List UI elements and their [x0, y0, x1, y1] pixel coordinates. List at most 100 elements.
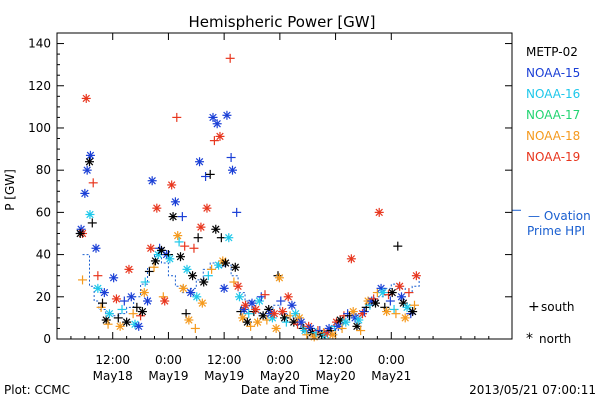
plot-frame [56, 32, 513, 340]
data-point-noaa-19-north [283, 292, 293, 302]
data-point-noaa-16-north [182, 264, 192, 274]
north-marker-symbol: * [526, 331, 533, 347]
data-point-noaa-15-north [247, 298, 257, 308]
data-point-noaa-16-north [378, 288, 388, 298]
data-point-noaa-15-north [85, 150, 95, 160]
data-point-noaa-18-north [178, 283, 188, 293]
y-tick-label: 20 [36, 290, 51, 304]
data-point-metp-02-north [176, 252, 185, 262]
legend-item-noaa-17: NOAA-17 [526, 108, 580, 122]
legend-item-noaa-18: NOAA-18 [526, 129, 580, 143]
data-point-metp-02-north [230, 262, 240, 272]
data-point-metp-02-north [280, 313, 289, 323]
data-point-noaa-18-south [229, 277, 239, 287]
data-point-noaa-18-south [356, 326, 366, 336]
data-point-noaa-16-north [93, 283, 103, 293]
legend: METP-02 NOAA-15 NOAA-16 NOAA-17 NOAA-18 NOAA-… [526, 45, 580, 164]
data-point-noaa-19-north [241, 300, 250, 310]
data-point-noaa-16-north [224, 233, 234, 243]
data-point-noaa-16-north [354, 315, 364, 325]
data-point-noaa-18-north [274, 273, 284, 283]
data-point-noaa-15-north [170, 197, 180, 207]
data-point-noaa-16-north [85, 209, 95, 219]
data-point-noaa-19-north [196, 222, 206, 232]
x-tick-label-date: May18 [93, 369, 133, 383]
data-point-noaa-18-south [128, 309, 138, 319]
x-axis-label: Date and Time [241, 383, 329, 397]
data-point-noaa-19-north [152, 203, 162, 213]
data-point-noaa-19-north [146, 243, 156, 253]
x-tick-label-time: 0:00 [378, 353, 405, 367]
data-point-noaa-15-south [385, 296, 395, 306]
data-point-metp-02-south [361, 302, 371, 312]
data-point-noaa-16-south [140, 277, 150, 287]
data-point-metp-02-north [75, 228, 85, 238]
data-point-noaa-18-south [391, 309, 401, 319]
data-point-noaa-16-north [192, 292, 202, 302]
data-point-noaa-19-south [225, 53, 235, 63]
chart-title: Hemispheric Power [GW] [189, 13, 376, 31]
data-point-noaa-18-south [96, 302, 106, 312]
legend-item-noaa-15: NOAA-15 [526, 66, 580, 80]
data-point-noaa-19-north [346, 254, 356, 264]
data-point-noaa-16-north [402, 302, 412, 312]
data-point-noaa-15-north [239, 304, 249, 314]
data-point-noaa-18-south [207, 264, 217, 274]
data-point-noaa-15-north [126, 292, 136, 302]
data-point-noaa-19-north [160, 296, 170, 306]
data-point-noaa-18-north [139, 288, 149, 298]
data-points [75, 53, 421, 342]
data-point-metp-02-south [205, 169, 215, 179]
data-point-noaa-19-north [269, 309, 279, 319]
data-point-noaa-19-south [209, 136, 219, 146]
data-point-noaa-19-north [124, 264, 134, 274]
data-point-noaa-15-north [91, 243, 101, 253]
data-point-noaa-19-south [180, 241, 190, 251]
y-tick-label: 80 [36, 163, 51, 177]
data-point-noaa-19-north [202, 203, 212, 213]
data-point-noaa-15-south [226, 153, 236, 163]
data-point-noaa-15-north [80, 188, 90, 198]
data-point-noaa-19-south [404, 288, 414, 298]
x-tick-label-date: May21 [371, 369, 411, 383]
data-point-noaa-16-south [117, 304, 127, 314]
data-point-noaa-16-south [203, 271, 213, 281]
y-tick-label: 60 [36, 205, 51, 219]
north-label: north [539, 332, 571, 346]
data-point-noaa-15-north [99, 288, 109, 298]
y-tick-label: 40 [36, 248, 51, 262]
x-tick-label-time: 0:00 [266, 353, 293, 367]
x-tick-label-date: May20 [316, 369, 356, 383]
x-axis: 12:00 May18 0:00 May19 12:00 May19 0:00 May20 12… [70, 33, 490, 383]
data-point-metp-02-north [258, 311, 268, 321]
data-point-noaa-19-south [293, 319, 302, 329]
south-label: south [541, 300, 575, 314]
data-point-noaa-18-north [382, 307, 392, 317]
data-point-noaa-15-south [201, 172, 211, 182]
data-point-noaa-16-south [244, 309, 254, 319]
south-marker-symbol: + [528, 299, 540, 315]
data-point-noaa-15-north [109, 273, 119, 283]
data-point-metp-02-south [113, 313, 123, 323]
data-point-metp-02-south [144, 266, 154, 276]
x-tick-label-date: May19 [204, 369, 244, 383]
data-point-metp-02-south [393, 241, 403, 251]
data-point-noaa-19-south [172, 112, 182, 122]
data-point-metp-02-north [188, 271, 198, 281]
data-point-noaa-16-north [165, 254, 175, 264]
data-point-noaa-19-south [93, 271, 103, 281]
data-point-metp-02-north [371, 298, 380, 308]
data-point-metp-02-north [156, 245, 166, 255]
x-tick-label-time: 12:00 [318, 353, 353, 367]
data-point-metp-02-north [137, 307, 147, 317]
data-point-noaa-15-north [208, 112, 218, 122]
data-point-noaa-15-south [119, 296, 129, 306]
data-point-metp-02-south [98, 298, 107, 308]
data-point-noaa-15-north [228, 165, 237, 175]
data-point-noaa-18-north [197, 298, 207, 308]
y-tick-label: 140 [28, 37, 51, 51]
data-point-noaa-15-north [134, 321, 144, 331]
data-point-noaa-19-south [88, 178, 98, 188]
data-point-metp-02-north [211, 224, 221, 234]
ovation-label-line1: — Ovation [528, 209, 591, 223]
